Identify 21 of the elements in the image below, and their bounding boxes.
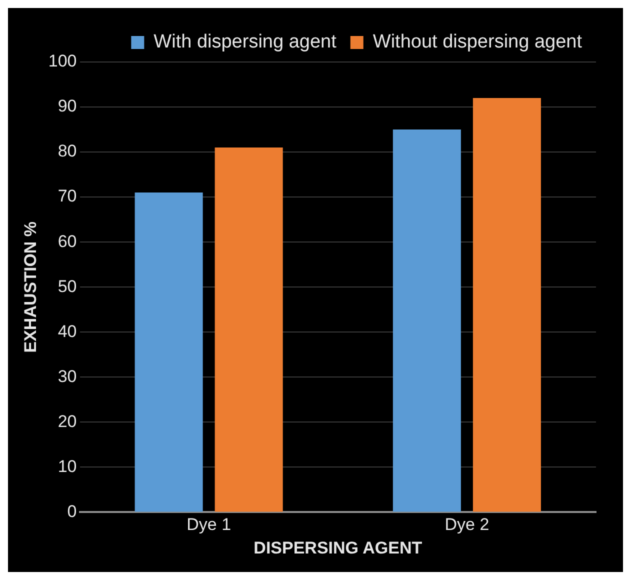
y-tick-label: 10 bbox=[58, 456, 77, 476]
y-tick-label: 30 bbox=[58, 366, 77, 386]
bar bbox=[472, 98, 541, 512]
legend-label: Without dispersing agent bbox=[372, 32, 583, 53]
x-tick-label: Dye 2 bbox=[444, 515, 490, 534]
legend-label: With dispersing agent bbox=[154, 32, 338, 53]
y-tick-label: 0 bbox=[67, 502, 77, 521]
y-tick-label: 70 bbox=[58, 186, 77, 206]
bar bbox=[392, 130, 461, 512]
x-axis-title: DISPERSING AGENT bbox=[254, 538, 423, 558]
bar bbox=[214, 148, 283, 512]
y-tick-label: 60 bbox=[58, 232, 77, 251]
y-tick-label: 20 bbox=[58, 412, 77, 431]
x-tick-label: Dye 1 bbox=[186, 515, 232, 534]
y-tick-label: 50 bbox=[58, 276, 77, 296]
y-tick-label: 100 bbox=[48, 52, 77, 71]
y-tick-label: 90 bbox=[58, 96, 77, 116]
y-axis-title: EXHAUSTION % bbox=[20, 221, 40, 353]
bar bbox=[134, 192, 203, 512]
y-tick-label: 80 bbox=[58, 142, 77, 161]
y-tick-label: 40 bbox=[58, 322, 77, 341]
